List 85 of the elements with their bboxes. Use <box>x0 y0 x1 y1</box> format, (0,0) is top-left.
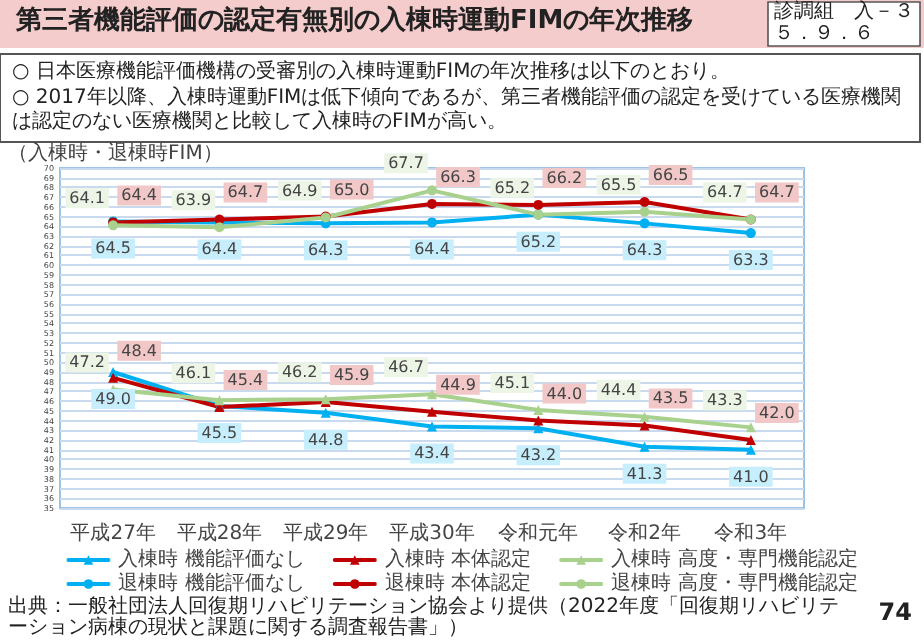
text: ○ 2017年以降、入棟時運動FIMは低下傾向であるが、第三者機能評価の認定を受けている医療機関は認定のない医療機関と比較して入棟時のFIMが高い。 <box>12 85 902 133</box>
data-label: 46.1 <box>175 364 212 383</box>
data-label: 45.4 <box>227 370 264 389</box>
point <box>427 217 437 228</box>
point <box>639 441 650 452</box>
legend-label: 退棟時 高度・専門機能認定 <box>611 571 858 595</box>
legend-label: 退棟時 本体認定 <box>384 571 532 595</box>
data-label: 46.7 <box>388 358 424 377</box>
data-label: 64.5 <box>95 239 131 258</box>
point <box>214 395 225 406</box>
data-label: 43.5 <box>652 389 689 408</box>
x-tick-label: 令和元年 <box>498 521 579 545</box>
x-tick-label: 平成30年 <box>389 521 475 545</box>
text: 74 <box>878 598 913 626</box>
point <box>639 411 650 422</box>
point <box>427 406 437 417</box>
data-label: 67.7 <box>388 154 424 173</box>
point <box>639 218 650 229</box>
data-label: 48.4 <box>121 341 157 360</box>
legend-label: 入棟時 高度・専門機能認定 <box>611 547 858 571</box>
data-label: 43.2 <box>520 446 557 465</box>
point <box>533 415 544 426</box>
data-label: 64.3 <box>307 241 344 260</box>
data-label: 64.7 <box>759 183 795 202</box>
data-label: 46.2 <box>281 363 318 382</box>
data-label: 64.3 <box>626 241 663 260</box>
data-label: 44.8 <box>307 430 344 449</box>
point <box>745 228 756 239</box>
data-label: 45.1 <box>494 373 531 392</box>
data-label: 64.7 <box>227 183 264 202</box>
legend-label: 入棟時 本体認定 <box>384 547 532 571</box>
data-label: 65.2 <box>520 232 557 251</box>
point <box>639 206 650 217</box>
point <box>533 404 544 415</box>
point <box>427 389 437 400</box>
data-label: 45.5 <box>201 424 238 442</box>
x-tick-label: 平成29年 <box>282 521 369 545</box>
data-label: 64.7 <box>707 183 743 202</box>
data-label: 47.2 <box>69 353 105 372</box>
point <box>745 435 756 445</box>
point <box>214 222 225 233</box>
data-label: 63.9 <box>175 191 212 210</box>
data-label: 64.1 <box>69 189 105 208</box>
point <box>745 444 756 455</box>
point <box>427 198 437 209</box>
legend-label: 退棟時 機能評価なし <box>118 571 305 595</box>
data-label: 64.4 <box>414 240 450 259</box>
data-label: 44.4 <box>600 380 637 399</box>
chart-title: 第三者機能評価の認定有無別の入棟時運動FIMの年次推移 <box>14 4 694 36</box>
data-label: 45.9 <box>333 366 370 385</box>
data-label: 44.0 <box>546 384 583 403</box>
data-label: 63.3 <box>733 251 769 270</box>
point <box>427 421 437 432</box>
text: ５．９．６ <box>774 23 874 45</box>
x-tick-label: 令和3年 <box>714 521 788 545</box>
data-label: 66.5 <box>652 166 689 184</box>
y-axis-title: （入棟時・退棟時FIM） <box>8 141 223 165</box>
text: ○ 日本医療機能評価機構の受審別の入棟時運動FIMの年次推移は以下のとおり。 <box>12 59 731 83</box>
point <box>320 407 331 418</box>
data-label: 64.4 <box>201 240 238 259</box>
data-label: 66.2 <box>546 168 583 187</box>
data-label: 49.0 <box>95 390 131 408</box>
x-tick-label: 平成28年 <box>176 521 263 545</box>
data-label: 64.9 <box>281 181 318 200</box>
text: 診調組 入－３ <box>774 0 914 23</box>
data-label: 44.9 <box>440 375 476 394</box>
point <box>745 422 756 433</box>
legend-label: 入棟時 機能評価なし <box>118 547 305 571</box>
data-label: 42.0 <box>759 404 795 422</box>
point <box>427 185 437 196</box>
data-label: 65.0 <box>333 180 370 199</box>
data-label: 43.3 <box>707 391 743 410</box>
x-tick-label: 令和2年 <box>608 521 681 545</box>
data-label: 65.5 <box>600 175 637 194</box>
source-note: 出典：一般社団法人回復期リハビリテーション協会より提供（2022年度「回復期リハビリテーション病棟の現状と課題に関する調査報告書」） <box>8 593 839 639</box>
data-label: 64.4 <box>121 186 157 205</box>
point <box>108 372 119 383</box>
data-label: 65.2 <box>494 178 531 197</box>
x-tick-label: 平成27年 <box>70 521 156 545</box>
point <box>533 199 544 210</box>
data-label: 66.3 <box>440 167 476 186</box>
point <box>639 197 650 207</box>
data-label: 41.3 <box>626 464 663 483</box>
data-label: 43.4 <box>414 444 450 463</box>
data-label: 41.0 <box>733 467 769 486</box>
